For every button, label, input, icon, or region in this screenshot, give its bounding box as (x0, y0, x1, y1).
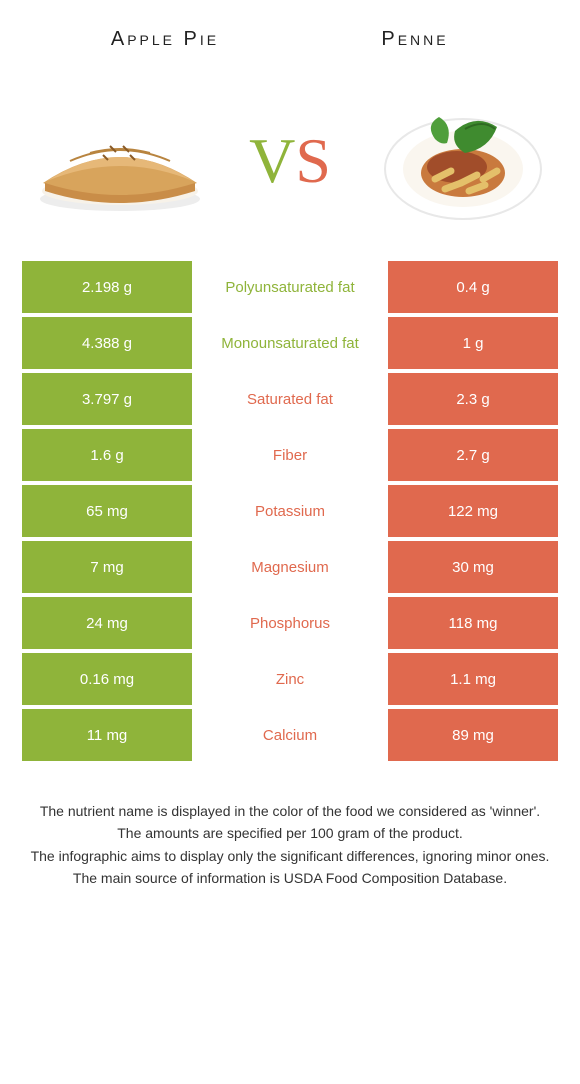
value-left: 11 mg (22, 709, 192, 761)
value-left: 1.6 g (22, 429, 192, 481)
footer-line: The amounts are specified per 100 gram o… (18, 823, 562, 843)
value-right: 89 mg (388, 709, 558, 761)
footer-notes: The nutrient name is displayed in the co… (0, 765, 580, 888)
table-row: 3.797 gSaturated fat2.3 g (22, 373, 558, 425)
table-row: 4.388 gMonounsaturated fat1 g (22, 317, 558, 369)
value-right: 30 mg (388, 541, 558, 593)
table-row: 24 mgPhosphorus118 mg (22, 597, 558, 649)
nutrient-label: Monounsaturated fat (196, 317, 384, 369)
value-left: 7 mg (22, 541, 192, 593)
penne-image (365, 91, 555, 231)
table-row: 1.6 gFiber2.7 g (22, 429, 558, 481)
value-right: 2.7 g (388, 429, 558, 481)
apple-pie-image (25, 91, 215, 231)
nutrient-label: Saturated fat (196, 373, 384, 425)
image-row: VS (0, 61, 580, 261)
nutrient-label: Zinc (196, 653, 384, 705)
title-right: Penne (290, 28, 540, 51)
vs-label: VS (249, 124, 331, 198)
footer-line: The main source of information is USDA F… (18, 868, 562, 888)
nutrient-label: Fiber (196, 429, 384, 481)
value-right: 122 mg (388, 485, 558, 537)
comparison-table: 2.198 gPolyunsaturated fat0.4 g4.388 gMo… (0, 261, 580, 761)
header: Apple Pie Penne (0, 0, 580, 61)
footer-line: The infographic aims to display only the… (18, 846, 562, 866)
nutrient-label: Potassium (196, 485, 384, 537)
value-left: 2.198 g (22, 261, 192, 313)
nutrient-label: Magnesium (196, 541, 384, 593)
title-left: Apple Pie (40, 28, 290, 51)
value-left: 0.16 mg (22, 653, 192, 705)
nutrient-label: Calcium (196, 709, 384, 761)
value-left: 3.797 g (22, 373, 192, 425)
value-left: 24 mg (22, 597, 192, 649)
nutrient-label: Polyunsaturated fat (196, 261, 384, 313)
nutrient-label: Phosphorus (196, 597, 384, 649)
footer-line: The nutrient name is displayed in the co… (18, 801, 562, 821)
table-row: 2.198 gPolyunsaturated fat0.4 g (22, 261, 558, 313)
value-left: 65 mg (22, 485, 192, 537)
table-row: 11 mgCalcium89 mg (22, 709, 558, 761)
value-right: 0.4 g (388, 261, 558, 313)
table-row: 65 mgPotassium122 mg (22, 485, 558, 537)
table-row: 7 mgMagnesium30 mg (22, 541, 558, 593)
value-left: 4.388 g (22, 317, 192, 369)
table-row: 0.16 mgZinc1.1 mg (22, 653, 558, 705)
value-right: 118 mg (388, 597, 558, 649)
value-right: 1 g (388, 317, 558, 369)
value-right: 1.1 mg (388, 653, 558, 705)
value-right: 2.3 g (388, 373, 558, 425)
